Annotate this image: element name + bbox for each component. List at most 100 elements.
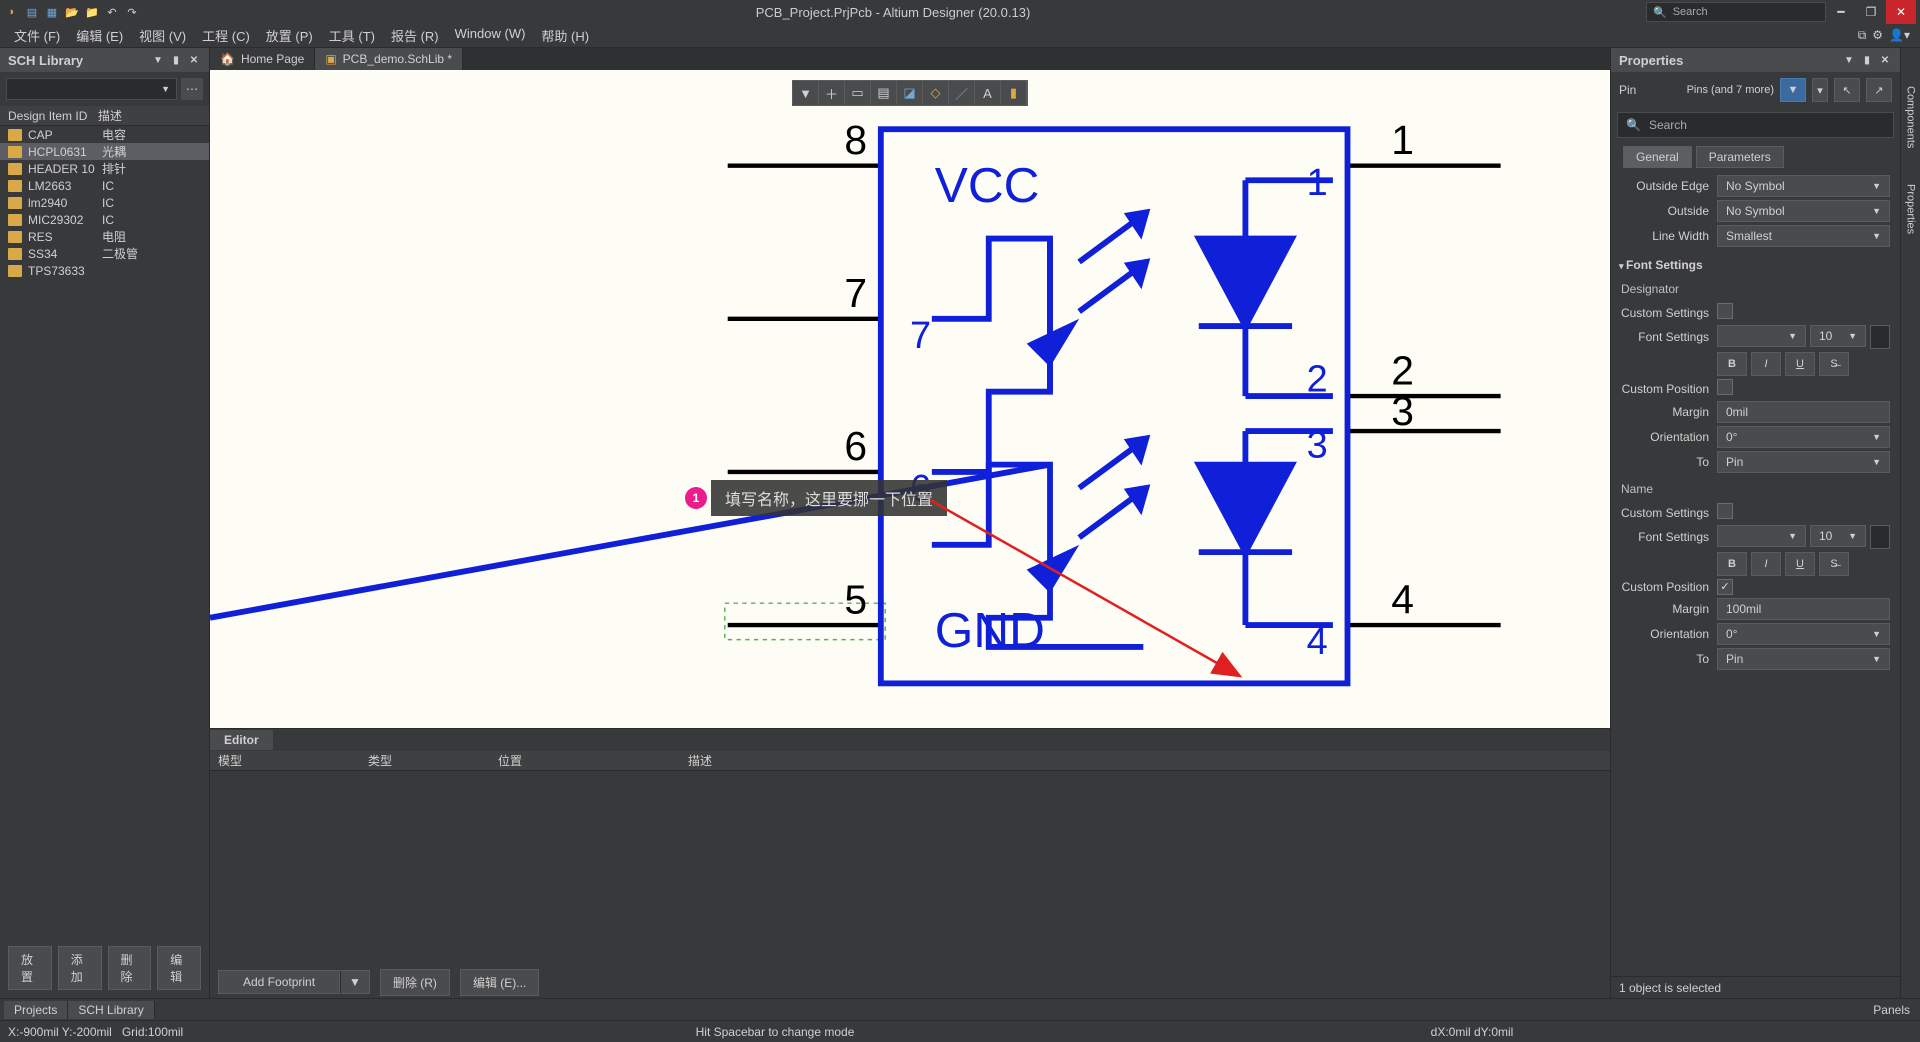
library-filter-button[interactable]: ⋯ xyxy=(181,78,203,100)
canvas-tool-button[interactable]: ▤ xyxy=(871,80,897,106)
canvas-tool-button[interactable]: ／ xyxy=(949,80,975,106)
library-list[interactable]: CAP电容HCPL0631光耦HEADER 10排针LM2663IClm2940… xyxy=(0,126,209,938)
custom-settings-check2[interactable] xyxy=(1717,503,1733,519)
margin-input[interactable]: 0mil xyxy=(1717,401,1890,423)
settings-icon[interactable]: ⚙ xyxy=(1872,28,1883,43)
orientation-combo[interactable]: 0°▼ xyxy=(1717,426,1890,448)
outside-edge-combo[interactable]: No Symbol▼ xyxy=(1717,175,1890,197)
sidebar-components[interactable]: Components xyxy=(1903,78,1919,156)
filter-icon[interactable]: ▼ xyxy=(1780,78,1806,102)
doc-tab[interactable]: 🏠Home Page xyxy=(210,48,315,70)
dropdown-icon[interactable]: ▼ xyxy=(1842,55,1856,66)
schematic-canvas[interactable]: ▼＋▭▤◪◇／A▮ VCC GND xyxy=(210,70,1610,728)
library-item[interactable]: LM2663IC xyxy=(0,177,209,194)
library-item[interactable]: MIC29302IC xyxy=(0,211,209,228)
library-action-button[interactable]: 删除 xyxy=(108,946,152,990)
undo-icon[interactable]: ↶ xyxy=(104,4,120,20)
font-color-swatch2[interactable] xyxy=(1870,525,1890,549)
library-item[interactable]: HCPL0631光耦 xyxy=(0,143,209,160)
library-action-button[interactable]: 放置 xyxy=(8,946,52,990)
font-family-combo2[interactable]: ▼ xyxy=(1717,525,1806,547)
font-color-swatch[interactable] xyxy=(1870,325,1890,349)
underline-button2[interactable]: U xyxy=(1785,552,1815,576)
custom-pos-check2[interactable] xyxy=(1717,579,1733,595)
save-icon[interactable]: ▤ xyxy=(24,4,40,20)
italic-button2[interactable]: I xyxy=(1751,552,1781,576)
global-search[interactable]: 🔍 Search xyxy=(1646,2,1826,22)
library-action-button[interactable]: 编辑 xyxy=(157,946,201,990)
bold-button[interactable]: B xyxy=(1717,352,1747,376)
bottom-tab-schlib[interactable]: SCH Library xyxy=(68,1001,154,1019)
properties-search[interactable]: 🔍 Search xyxy=(1617,112,1894,138)
close-button[interactable]: ✕ xyxy=(1886,0,1916,24)
canvas-tool-button[interactable]: ▮ xyxy=(1001,80,1027,106)
library-item[interactable]: CAP电容 xyxy=(0,126,209,143)
share-icon[interactable]: ⧉ xyxy=(1858,28,1867,43)
library-item[interactable]: SS34二极管 xyxy=(0,245,209,262)
custom-settings-check[interactable] xyxy=(1717,303,1733,319)
menu-item[interactable]: 视图 (V) xyxy=(131,24,194,47)
menu-item[interactable]: 放置 (P) xyxy=(258,24,321,47)
dropdown-icon[interactable]: ▼ xyxy=(151,55,165,66)
canvas-tool-button[interactable]: ＋ xyxy=(819,80,845,106)
canvas-tool-button[interactable]: A xyxy=(975,80,1001,106)
to-combo2[interactable]: Pin▼ xyxy=(1717,648,1890,670)
save-all-icon[interactable]: ▦ xyxy=(44,4,60,20)
bold-button2[interactable]: B xyxy=(1717,552,1747,576)
strike-button2[interactable]: S̶ xyxy=(1819,552,1849,576)
font-settings-section[interactable]: Font Settings xyxy=(1617,250,1890,276)
pin-icon[interactable]: ▮ xyxy=(169,55,183,66)
font-size-combo[interactable]: 10▼ xyxy=(1810,325,1866,347)
add-footprint-button[interactable]: Add Footprint ▼ xyxy=(218,970,370,994)
library-action-button[interactable]: 添加 xyxy=(58,946,102,990)
tab-general[interactable]: General xyxy=(1623,146,1692,168)
sidebar-properties[interactable]: Properties xyxy=(1903,176,1919,242)
select-icon[interactable]: ↖ xyxy=(1834,78,1860,102)
to-combo[interactable]: Pin▼ xyxy=(1717,451,1890,473)
open-icon[interactable]: 📂 xyxy=(64,4,80,20)
panels-button[interactable]: Panels xyxy=(1863,1001,1920,1019)
underline-button[interactable]: U xyxy=(1785,352,1815,376)
redo-icon[interactable]: ↷ xyxy=(124,4,140,20)
canvas-tool-button[interactable]: ◇ xyxy=(923,80,949,106)
user-icon[interactable]: 👤▾ xyxy=(1889,28,1910,43)
menu-item[interactable]: 帮助 (H) xyxy=(533,24,597,47)
menu-item[interactable]: 工具 (T) xyxy=(321,24,383,47)
library-item[interactable]: lm2940IC xyxy=(0,194,209,211)
close-panel-icon[interactable]: ✕ xyxy=(187,55,201,66)
font-size-combo2[interactable]: 10▼ xyxy=(1810,525,1866,547)
pin-icon[interactable]: ▮ xyxy=(1860,55,1874,66)
menu-item[interactable]: 文件 (F) xyxy=(6,24,68,47)
open2-icon[interactable]: 📁 xyxy=(84,4,100,20)
canvas-tool-button[interactable]: ◪ xyxy=(897,80,923,106)
filter-chev-icon[interactable]: ▾ xyxy=(1812,78,1828,102)
line-width-combo[interactable]: Smallest▼ xyxy=(1717,225,1890,247)
library-item[interactable]: RES电阻 xyxy=(0,228,209,245)
tab-parameters[interactable]: Parameters xyxy=(1696,146,1784,168)
menu-item[interactable]: 工程 (C) xyxy=(194,24,258,47)
canvas-tool-button[interactable]: ▭ xyxy=(845,80,871,106)
doc-tab[interactable]: ▣PCB_demo.SchLib * xyxy=(315,48,463,70)
margin-input2[interactable]: 100mil xyxy=(1717,598,1890,620)
outside-combo[interactable]: No Symbol▼ xyxy=(1717,200,1890,222)
library-item[interactable]: HEADER 10排针 xyxy=(0,160,209,177)
library-item[interactable]: TPS73633 xyxy=(0,262,209,279)
custom-pos-check[interactable] xyxy=(1717,379,1733,395)
maximize-button[interactable]: ❐ xyxy=(1856,0,1886,24)
bottom-tab-projects[interactable]: Projects xyxy=(4,1001,68,1019)
strike-button[interactable]: S̶ xyxy=(1819,352,1849,376)
editor-tab[interactable]: Editor xyxy=(210,729,1610,751)
menu-item[interactable]: 报告 (R) xyxy=(383,24,447,47)
delete-button[interactable]: 删除 (R) xyxy=(380,969,450,996)
editor-columns[interactable]: 模型 类型 位置 描述 xyxy=(210,751,1610,771)
editor-body[interactable] xyxy=(210,771,1610,966)
italic-button[interactable]: I xyxy=(1751,352,1781,376)
edit-button[interactable]: 编辑 (E)... xyxy=(460,969,539,996)
library-filter-combo[interactable]: ▼ xyxy=(6,78,177,100)
close-panel-icon[interactable]: ✕ xyxy=(1878,55,1892,66)
canvas-tool-button[interactable]: ▼ xyxy=(793,80,819,106)
font-family-combo[interactable]: ▼ xyxy=(1717,325,1806,347)
minimize-button[interactable]: ━ xyxy=(1826,0,1856,24)
orientation-combo2[interactable]: 0°▼ xyxy=(1717,623,1890,645)
select2-icon[interactable]: ↗ xyxy=(1866,78,1892,102)
